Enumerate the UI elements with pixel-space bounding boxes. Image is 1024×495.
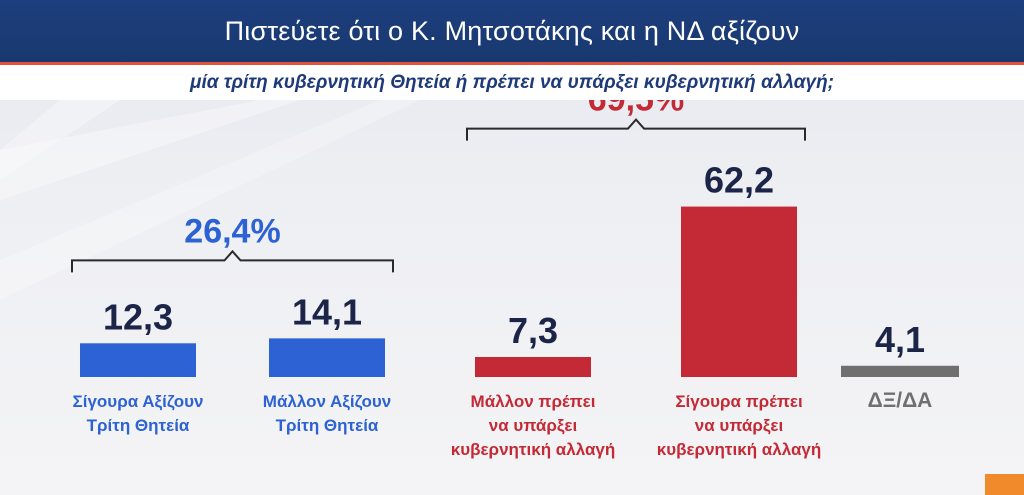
bar	[269, 338, 385, 377]
group-bracket	[466, 118, 806, 141]
group-bracket	[71, 249, 394, 273]
category-label: Μάλλον πρέπει	[471, 392, 596, 411]
subtitle-bar: μία τρίτη κυβερνητική Θητεία ή πρέπει να…	[0, 65, 1024, 100]
category-label: Τρίτη Θητεία	[87, 416, 190, 435]
category-label: κυβερνητική αλλαγή	[451, 440, 616, 459]
category-label: να υπάρξει	[695, 416, 784, 435]
group-total-label: 69,5%	[588, 100, 684, 119]
data-label: 12,3	[103, 296, 173, 337]
data-label: 4,1	[875, 319, 925, 360]
category-label: Τρίτη Θητεία	[276, 416, 379, 435]
chart-subtitle: μία τρίτη κυβερνητική Θητεία ή πρέπει να…	[189, 71, 834, 93]
chart-title: Πιστεύετε ότι ο Κ. Μητσοτάκης και η ΝΔ α…	[224, 15, 800, 46]
category-label: να υπάρξει	[489, 416, 578, 435]
bar	[681, 206, 797, 377]
title-accent-rule	[0, 62, 1024, 65]
category-label: Σίγουρα πρέπει	[675, 392, 803, 411]
category-label: Μάλλον Αξίζουν	[263, 392, 391, 411]
bar	[475, 356, 591, 377]
bar	[841, 365, 959, 377]
category-label: κυβερνητική αλλαγή	[657, 440, 822, 459]
category-label: Σίγουρα Αξίζουν	[73, 392, 204, 411]
data-label: 7,3	[508, 310, 558, 351]
title-bar: Πιστεύετε ότι ο Κ. Μητσοτάκης και η ΝΔ α…	[0, 0, 1024, 62]
data-label: 62,2	[704, 160, 774, 201]
channel-logo	[985, 474, 1024, 495]
data-label: 14,1	[292, 291, 362, 332]
bar-chart: 12,3 Σίγουρα Αξίζουν Τρίτη Θητεία 14,1 Μάλλο…	[71, 100, 959, 459]
group-total-label: 26,4%	[184, 212, 280, 250]
bar	[80, 343, 196, 377]
category-label: ΔΞ/ΔΑ	[868, 389, 933, 412]
